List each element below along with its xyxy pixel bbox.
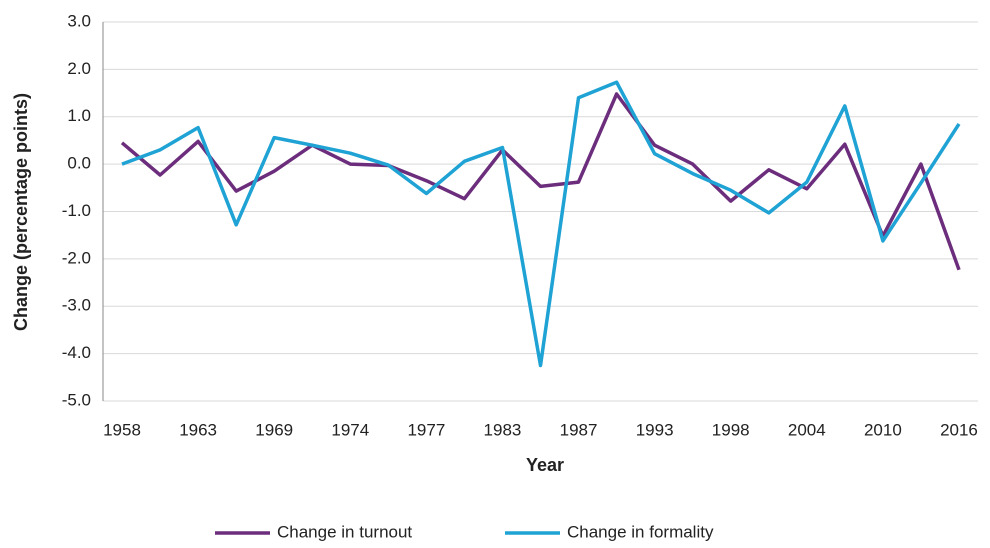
y-tick-label: -1.0 [62,201,91,220]
y-tick-label: -2.0 [62,248,91,267]
y-tick-label: 2.0 [67,59,91,78]
y-tick-label: 0.0 [67,154,91,173]
x-tick-label: 1977 [407,420,445,439]
series-line [120,92,961,271]
y-tick-label: -5.0 [62,390,91,409]
y-tick-label: 3.0 [67,11,91,30]
legend-label: Change in formality [567,522,714,541]
series-line [121,80,961,368]
x-tick-label: 2016 [940,420,978,439]
y-tick-label: -3.0 [62,296,91,315]
x-tick-label: 1958 [103,420,141,439]
y-axis-title: Change (percentage points) [11,93,31,331]
legend-label: Change in turnout [277,522,412,541]
x-tick-label: 2010 [864,420,902,439]
x-tick-label: 1974 [331,420,369,439]
x-tick-label: 1993 [636,420,674,439]
x-tick-label: 2004 [788,420,826,439]
x-tick-label: 1987 [560,420,598,439]
x-tick-label: 1969 [255,420,293,439]
y-tick-label: -4.0 [62,343,91,362]
x-tick-label: 1998 [712,420,750,439]
x-tick-label: 1963 [179,420,217,439]
x-tick-label: 1983 [484,420,522,439]
x-axis-title: Year [526,455,564,475]
y-tick-label: 1.0 [67,106,91,125]
